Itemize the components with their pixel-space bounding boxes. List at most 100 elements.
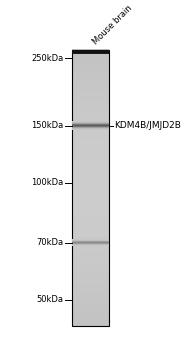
Text: Mouse brain: Mouse brain — [91, 4, 134, 47]
Bar — [72, 258, 109, 259]
Bar — [72, 118, 109, 119]
Bar — [72, 151, 109, 152]
Bar — [72, 313, 109, 314]
Bar — [72, 209, 109, 210]
Bar — [72, 194, 109, 195]
Bar — [72, 100, 109, 101]
Bar — [72, 320, 109, 321]
Bar — [72, 244, 109, 245]
Bar — [72, 169, 109, 170]
Bar — [72, 122, 109, 124]
Bar — [72, 252, 109, 253]
Bar — [72, 49, 109, 50]
Bar — [72, 281, 109, 282]
Bar — [72, 197, 109, 198]
Bar — [72, 288, 109, 289]
Bar — [72, 166, 109, 167]
Bar — [72, 174, 109, 175]
Bar — [72, 103, 109, 104]
Bar — [72, 87, 109, 89]
Bar — [72, 282, 109, 283]
Bar — [72, 257, 109, 258]
Bar — [72, 214, 109, 215]
Bar — [72, 245, 109, 246]
Bar — [72, 267, 109, 268]
Bar — [72, 193, 109, 194]
Bar — [72, 274, 109, 275]
Bar — [72, 205, 109, 206]
Bar — [72, 229, 109, 230]
Bar — [72, 67, 109, 68]
Bar — [72, 62, 109, 63]
Bar — [72, 129, 109, 130]
Bar — [72, 171, 109, 172]
Bar — [72, 172, 109, 173]
Bar — [72, 62, 109, 63]
Bar — [72, 159, 109, 160]
Bar — [72, 69, 109, 70]
Bar — [72, 252, 109, 253]
Bar — [72, 146, 109, 147]
Bar — [72, 86, 109, 88]
Bar — [72, 234, 109, 235]
Bar — [72, 107, 109, 108]
Bar — [72, 191, 109, 193]
Bar — [72, 158, 109, 159]
Bar — [72, 131, 109, 132]
Bar — [72, 149, 109, 150]
Bar — [72, 266, 109, 267]
Bar — [72, 59, 109, 60]
Bar — [72, 286, 109, 287]
Bar — [72, 272, 109, 273]
Bar — [72, 124, 109, 125]
Bar — [72, 295, 109, 296]
Bar — [72, 292, 109, 293]
Bar — [72, 80, 109, 81]
Bar — [72, 61, 109, 62]
Bar — [72, 71, 109, 72]
Bar — [72, 120, 109, 121]
Bar — [72, 315, 109, 316]
Bar — [72, 75, 109, 76]
Bar — [72, 279, 109, 280]
Bar — [72, 218, 109, 219]
Bar — [72, 227, 109, 228]
Bar — [72, 105, 109, 106]
Bar — [72, 204, 109, 205]
Bar — [72, 181, 109, 182]
Bar — [72, 253, 109, 254]
Bar — [72, 128, 109, 129]
Text: 50kDa: 50kDa — [36, 295, 64, 304]
Bar — [72, 108, 109, 110]
Bar — [72, 246, 109, 247]
Bar — [72, 287, 109, 288]
Bar — [72, 310, 109, 311]
Bar — [72, 184, 109, 185]
Bar — [72, 112, 109, 113]
Bar — [72, 278, 109, 279]
Bar — [72, 107, 109, 109]
Bar — [72, 84, 109, 85]
Bar — [72, 96, 109, 97]
Bar — [72, 64, 109, 65]
Bar — [72, 167, 109, 168]
Bar — [72, 293, 109, 294]
Bar — [72, 156, 109, 157]
Bar — [72, 283, 109, 284]
Bar — [72, 302, 109, 303]
Bar — [72, 148, 109, 149]
Bar — [72, 72, 109, 73]
Bar — [72, 83, 109, 84]
Bar — [72, 123, 109, 124]
Bar — [72, 76, 109, 77]
Bar — [72, 85, 109, 86]
Bar — [72, 299, 109, 300]
Text: 100kDa: 100kDa — [31, 178, 64, 187]
Bar — [72, 248, 109, 249]
Bar — [72, 92, 109, 93]
Bar — [72, 155, 109, 156]
Bar — [72, 81, 109, 82]
Bar — [72, 126, 109, 127]
Bar — [72, 50, 109, 51]
Bar — [72, 309, 109, 310]
